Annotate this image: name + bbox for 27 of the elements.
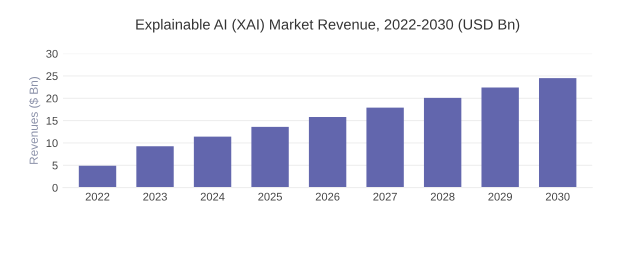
bar [78,166,116,188]
bar [136,146,174,188]
x-tick-label: 2025 [258,192,282,201]
y-tick-label: 10 [46,139,58,148]
y-tick-label: 15 [46,116,58,125]
bar [424,98,462,188]
x-tick-label: 2029 [488,192,512,201]
bar [308,117,346,188]
y-tick-label: 0 [52,184,58,192]
x-tick-label: 2023 [143,192,167,201]
y-tick-label: 20 [46,94,58,102]
y-tick-label: 5 [52,162,58,170]
x-tick-label: 2026 [316,192,340,201]
x-tick-label: 2024 [200,192,225,201]
bar [251,126,289,188]
x-tick-label: 2022 [86,192,110,201]
chart-title: Explainable AI (XAI) Market Revenue, 2022-2030 (USD Bn) [136,18,520,33]
y-tick-label: 30 [46,50,58,58]
bar [538,78,576,188]
x-tick-label: 2027 [373,192,397,201]
y-axis-title: Revenues ($ Bn) [29,77,40,164]
x-tick-label: 2028 [430,192,455,201]
bar [481,88,519,188]
bar [194,136,232,188]
x-tick-label: 2030 [546,192,570,201]
bar [366,108,404,188]
y-tick-label: 25 [46,72,58,80]
